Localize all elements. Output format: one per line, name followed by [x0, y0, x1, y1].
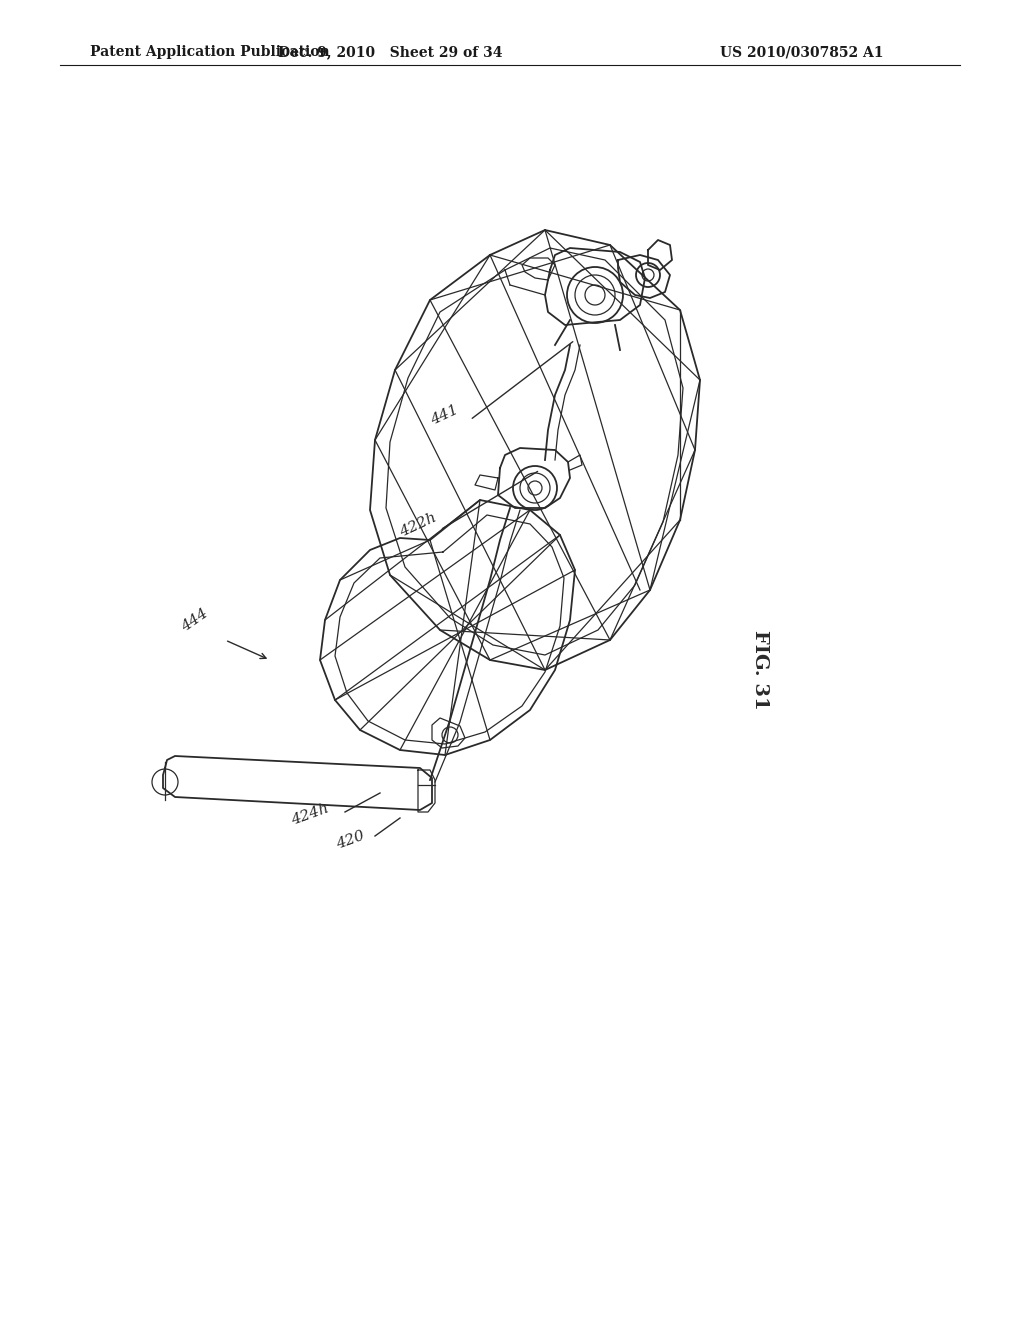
Text: 422h: 422h [397, 511, 438, 540]
Text: 444: 444 [179, 606, 211, 634]
Text: FIG. 31: FIG. 31 [751, 630, 769, 710]
Text: 420: 420 [334, 829, 367, 851]
Text: Patent Application Publication: Patent Application Publication [90, 45, 330, 59]
Text: 424h: 424h [289, 801, 331, 828]
Text: US 2010/0307852 A1: US 2010/0307852 A1 [720, 45, 884, 59]
Text: 441: 441 [429, 403, 461, 428]
Text: Dec. 9, 2010   Sheet 29 of 34: Dec. 9, 2010 Sheet 29 of 34 [278, 45, 502, 59]
